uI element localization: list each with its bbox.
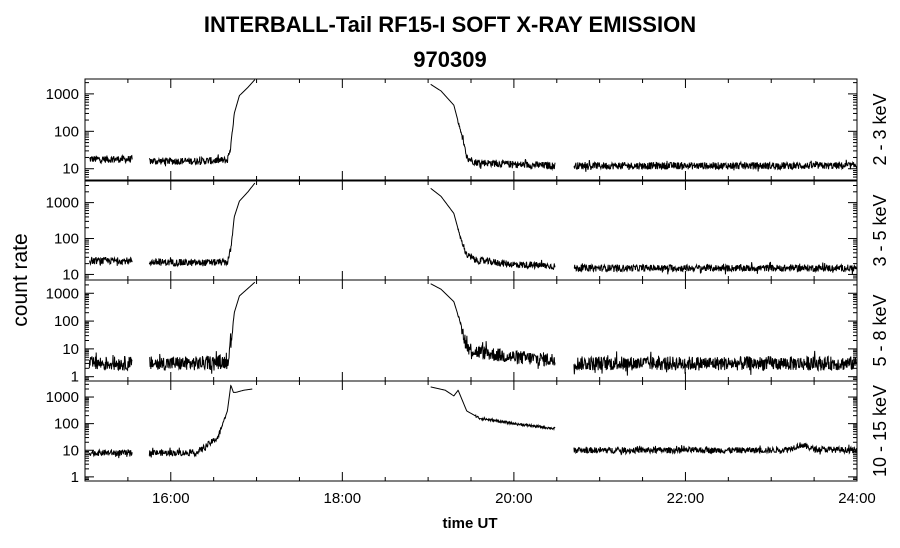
- y-tick-label: 100: [54, 416, 79, 433]
- series-line: [89, 153, 133, 165]
- series-line: [88, 352, 133, 372]
- y-tick-label: 1000: [46, 389, 79, 406]
- chart-subtitle: 970309: [413, 47, 487, 72]
- energy-band-label: 3 - 5 keV: [870, 194, 890, 266]
- series-line: [573, 261, 858, 275]
- x-tick-label: 22:00: [667, 490, 705, 507]
- energy-band-label: 5 - 8 keV: [870, 294, 890, 366]
- panel-4: 1 10 100 1000 10 - 15 keV: [46, 380, 890, 486]
- series-line: [573, 159, 858, 172]
- y-tick-label: 1000: [46, 195, 79, 212]
- y-tick-label: 100: [54, 231, 79, 248]
- y-tick-label: 100: [54, 123, 79, 140]
- y-tick-label: 10: [62, 341, 79, 358]
- series-line: [149, 281, 256, 374]
- y-tick-label: 10: [62, 442, 79, 459]
- chart-title: INTERBALL-Tail RF15-I SOFT X-RAY EMISSIO…: [203, 12, 697, 37]
- y-axis-label: count rate: [9, 233, 32, 326]
- series-line: [573, 442, 858, 456]
- panel-1: 10 100 1000 2 - 3 keV: [46, 78, 890, 181]
- x-tick-label: 18:00: [324, 490, 362, 507]
- series-line: [430, 386, 556, 431]
- series-line: [148, 79, 256, 167]
- y-tick-label: 100: [54, 313, 79, 330]
- series-line: [148, 182, 256, 268]
- series-line: [88, 448, 133, 459]
- x-tick-label: 24:00: [838, 490, 876, 507]
- panel-2: 10 100 1000 3 - 5 keV: [46, 180, 890, 283]
- series-line: [148, 384, 253, 458]
- energy-band-label: 2 - 3 keV: [870, 93, 890, 165]
- series-line: [430, 283, 556, 369]
- panel-frame: [84, 380, 858, 482]
- y-tick-label: 1000: [46, 285, 79, 302]
- series-line: [573, 350, 858, 376]
- energy-band-label: 10 - 15 keV: [870, 385, 890, 477]
- y-tick-label: 10: [62, 161, 79, 178]
- series-line: [430, 83, 556, 172]
- series-line: [430, 187, 556, 271]
- y-tick-label: 1: [71, 369, 79, 386]
- y-tick-label: 1000: [46, 86, 79, 103]
- series-line: [89, 256, 133, 266]
- x-tick-label: 16:00: [152, 490, 190, 507]
- y-tick-label: 1: [71, 469, 79, 486]
- y-tick-label: 10: [62, 266, 79, 283]
- x-axis-label: time UT: [442, 515, 497, 532]
- x-tick-label: 20:00: [495, 490, 533, 507]
- panel-3: 1 10 100 1000 5 - 8 keV: [46, 279, 890, 386]
